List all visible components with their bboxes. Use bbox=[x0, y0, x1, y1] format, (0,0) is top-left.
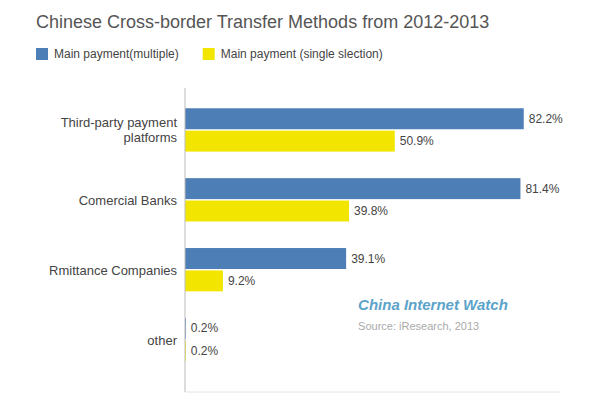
data-label: 9.2% bbox=[228, 274, 256, 288]
data-label: 0.2% bbox=[191, 344, 219, 358]
annotation: China Internet Watch bbox=[358, 296, 508, 313]
x-axis-line bbox=[185, 392, 560, 393]
y-tick-label: Comercial Banks bbox=[79, 192, 178, 207]
data-label: 0.2% bbox=[191, 321, 219, 335]
legend-swatch bbox=[36, 48, 48, 60]
legend-label: Main payment (single slection) bbox=[221, 47, 383, 61]
legend-label: Main payment(multiple) bbox=[54, 47, 179, 61]
y-tick-label: Third-party paymentplatforms bbox=[61, 115, 178, 145]
data-label: 39.8% bbox=[354, 204, 388, 218]
bar bbox=[185, 270, 223, 291]
data-labels: 0.2% 39.1% 81.4% 82.2% 0.2% 9.2% 39.8% 50.9% bbox=[191, 112, 563, 358]
annotation: Source: iResearch, 2013 bbox=[358, 320, 479, 332]
legend-swatch bbox=[203, 48, 215, 60]
y-tick-label: Rmittance Companies bbox=[49, 262, 177, 277]
bar bbox=[185, 178, 520, 199]
data-label: 50.9% bbox=[400, 134, 434, 148]
bar bbox=[185, 201, 349, 222]
chart: Chinese Cross-border Transfer Methods fr… bbox=[0, 0, 600, 409]
bar bbox=[185, 131, 395, 152]
title: Chinese Cross-border Transfer Methods fr… bbox=[36, 12, 489, 32]
y-axis-line bbox=[185, 88, 186, 392]
bar bbox=[185, 108, 524, 129]
background bbox=[0, 0, 600, 409]
legend: Main payment(multiple) Main payment (sing… bbox=[36, 47, 383, 61]
bars bbox=[185, 108, 524, 361]
y-tick-labels: other Rmittance Companies Comercial Banks T… bbox=[49, 115, 178, 347]
data-label: 39.1% bbox=[351, 252, 385, 266]
bar bbox=[185, 248, 346, 269]
data-label: 82.2% bbox=[529, 112, 563, 126]
y-tick-label: other bbox=[147, 332, 177, 347]
data-label: 81.4% bbox=[525, 182, 559, 196]
